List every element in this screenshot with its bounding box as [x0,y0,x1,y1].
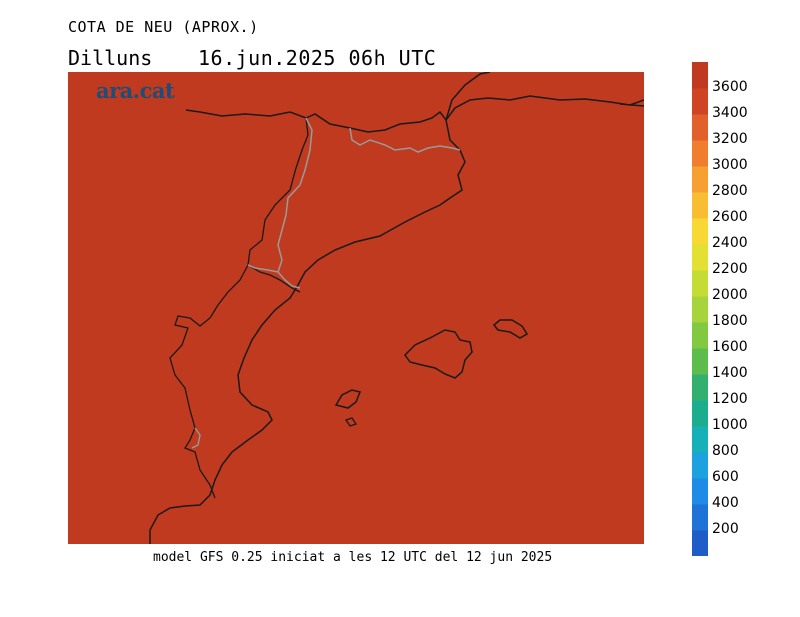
colorbar-tick-label: 2800 [712,183,748,199]
island-formentera [344,417,358,427]
ara-cat-logo: ara.cat [96,78,175,103]
colorbar-segment [692,192,708,219]
chart-title: COTA DE NEU (APROX.) [68,18,259,36]
island-mallorca [404,329,473,379]
snow-level-field [68,72,644,544]
date-label: 16.jun.2025 06h UTC [198,46,437,70]
colorbar-tick-label: 3000 [712,157,748,173]
colorbar-segment [692,504,708,531]
colorbar-segment [692,374,708,401]
colorbar-tick-label: 1200 [712,391,748,407]
colorbar-segment [692,114,708,141]
colorbar-tick-label: 400 [712,495,739,511]
colorbar-segment [692,400,708,427]
colorbar-tick-label: 1400 [712,365,748,381]
colorbar [692,62,708,556]
colorbar-segment [692,348,708,375]
colorbar-tick-label: 2000 [712,287,748,303]
colorbar-tick-label: 600 [712,469,739,485]
colorbar-tick-label: 1600 [712,339,748,355]
catalonia-border [247,117,461,289]
coastline-iberia [149,119,466,544]
day-label: Dilluns [68,46,153,70]
colorbar-tick-label: 2600 [712,209,748,225]
colorbar-tick-label: 3400 [712,105,748,121]
coastline-france [445,72,644,121]
colorbar-tick-label: 200 [712,521,739,537]
colorbar-segment [692,166,708,193]
colorbar-segment [692,426,708,453]
colorbar-segment [692,218,708,245]
map-area [68,72,644,544]
island-menorca [492,319,529,339]
colorbar-tick-label: 1000 [712,417,748,433]
colorbar-segment [692,270,708,297]
colorbar-segment [692,530,708,556]
colorbar-tick-label: 2200 [712,261,748,277]
colorbar-segment [692,452,708,479]
colorbar-segment [692,88,708,115]
colorbar-segment [692,140,708,167]
colorbar-segment [692,478,708,505]
colorbar-segment [692,322,708,349]
colorbar-tick-label: 3200 [712,131,748,147]
colorbar-tick-label: 2400 [712,235,748,251]
colorbar-tick-label: 800 [712,443,739,459]
region-border-south [191,427,201,449]
colorbar-tick-label: 3600 [712,79,748,95]
admin-boundary [169,117,309,499]
colorbar-tick-label: 1800 [712,313,748,329]
island-eivissa [334,389,362,409]
colorbar-segment [692,296,708,323]
pyrenees-border [185,109,447,133]
colorbar-segment [692,244,708,271]
colorbar-segment [692,62,708,89]
model-info-footer: model GFS 0.25 iniciat a les 12 UTC del … [153,550,553,565]
